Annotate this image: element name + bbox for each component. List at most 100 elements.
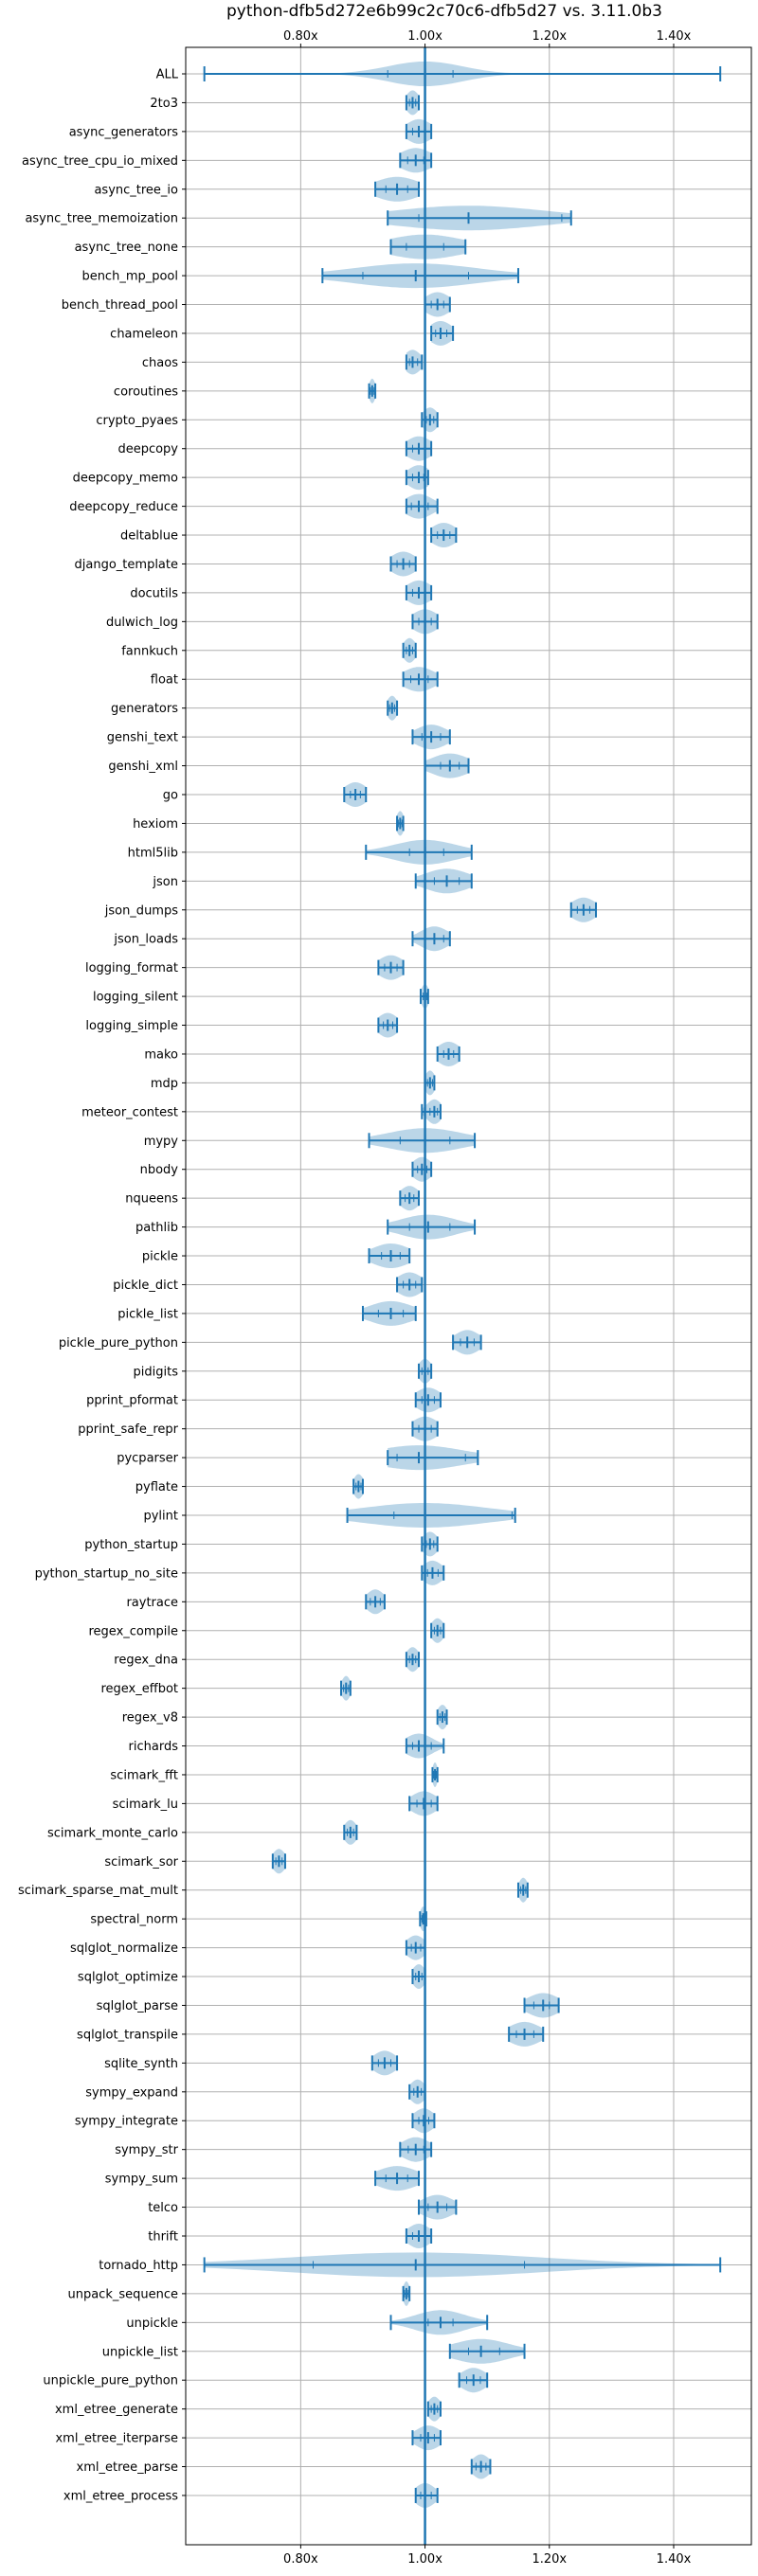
violin-bench_thread_pool <box>424 292 451 317</box>
violin-coroutines <box>368 378 377 403</box>
y-tick-label: async_tree_memoization <box>25 212 178 226</box>
y-tick-label: sqlglot_transpile <box>77 2028 178 2042</box>
violin-unpickle_list <box>448 2338 526 2364</box>
y-tick-label: xml_etree_generate <box>55 2403 178 2417</box>
violin-xml_etree_parse <box>470 2454 492 2479</box>
violin-nbody <box>411 1156 433 1182</box>
violin-async_tree_io <box>374 176 421 202</box>
y-tick-label: tornado_http <box>99 2259 178 2273</box>
y-tick-label: unpickle <box>126 2317 178 2331</box>
x-tick-label-bottom: 1.40x <box>657 2552 692 2567</box>
violin-xml_etree_generate <box>426 2396 442 2422</box>
plot-frame <box>185 46 752 2546</box>
y-tick-label: xml_etree_iterparse <box>55 2432 178 2446</box>
y-tick-label: scimark_monte_carlo <box>47 1826 178 1840</box>
y-tick-label: scimark_sparse_mat_mult <box>18 1884 178 1898</box>
violin-unpickle <box>389 2310 489 2335</box>
violin-scimark_fft <box>431 1762 439 1787</box>
y-tick-label: spectral_norm <box>90 1913 178 1927</box>
violin-scimark_lu <box>408 1791 439 1816</box>
y-tick-label: pycparser <box>117 1452 178 1466</box>
y-tick-label: fannkuch <box>121 644 178 658</box>
y-tick-label: bench_thread_pool <box>62 298 178 313</box>
chart-title: python-dfb5d272e6b99c2c70c6-dfb5d27 vs. … <box>226 2 662 21</box>
violin-nqueens <box>399 1186 421 1211</box>
y-tick-label: pickle <box>142 1250 178 1264</box>
violin-sympy_expand <box>408 2079 426 2104</box>
x-tick-labels-bottom: 0.80x 1.00x 1.20x 1.40x <box>283 2545 692 2567</box>
y-tick-label: python_startup <box>84 1538 178 1552</box>
y-tick-label: docutils <box>130 586 178 600</box>
x-tick-label-top: 1.40x <box>657 29 692 44</box>
y-tick-label: xml_etree_process <box>63 2489 178 2503</box>
y-tick-label: nbody <box>140 1163 179 1177</box>
grid-layer <box>186 47 751 2545</box>
violin-xml_etree_process <box>414 2483 439 2508</box>
y-tick-label: raytrace <box>126 1596 178 1610</box>
y-tick-label: sympy_sum <box>105 2173 178 2187</box>
y-tick-label: scimark_fft <box>110 1768 178 1782</box>
violin-logging_simple <box>377 1012 399 1038</box>
y-tick-label: 2to3 <box>150 97 178 111</box>
violin-layer <box>203 62 722 2508</box>
y-tick-label: scimark_sor <box>104 1855 178 1869</box>
violin-hexiom <box>396 811 405 836</box>
y-tick-label: sqlglot_optimize <box>78 1971 178 1985</box>
violin-tornado_http <box>203 2252 722 2278</box>
y-tick-label: xml_etree_parse <box>77 2460 178 2475</box>
y-tick-label: logging_simple <box>85 1019 178 1033</box>
violin-scimark_sparse_mat_mult <box>516 1877 529 1903</box>
y-tick-label: chameleon <box>110 327 178 341</box>
y-tick-label: unpack_sequence <box>67 2287 178 2301</box>
y-tick-label: bench_mp_pool <box>81 270 178 284</box>
y-tick-label: deepcopy_memo <box>73 472 178 486</box>
violin-sqlglot_normalize <box>405 1935 426 1960</box>
y-tick-label: genshi_text <box>107 731 178 745</box>
violin-bench_mp_pool <box>321 263 519 289</box>
violin-json_dumps <box>569 897 597 922</box>
y-tick-labels: ALL 2to3 async_generators async_tree_cpu_io… <box>18 68 186 2503</box>
y-tick-label: async_tree_none <box>75 241 178 255</box>
y-tick-label: sqlglot_normalize <box>70 1941 178 1956</box>
y-tick-label: sqlite_synth <box>104 2057 178 2071</box>
violin-regex_compile <box>430 1618 445 1643</box>
violin-pathlib <box>387 1214 477 1240</box>
violin-sympy_sum <box>374 2166 421 2191</box>
violin-unpickle_pure_python <box>458 2368 489 2393</box>
y-tick-label: regex_effbot <box>100 1682 178 1696</box>
y-tick-label: logging_silent <box>93 991 178 1005</box>
violin-pickle_list <box>361 1300 417 1326</box>
y-tick-label: meteor_contest <box>81 1105 178 1119</box>
violin-scimark_monte_carlo <box>343 1819 358 1845</box>
violin-mdp <box>424 1070 436 1096</box>
y-tick-label: sympy_str <box>115 2143 178 2157</box>
violin-raytrace <box>365 1589 386 1615</box>
x-tick-label-bottom: 0.80x <box>283 2552 318 2567</box>
violin-sqlglot_optimize <box>411 1964 426 1989</box>
y-tick-label: pprint_pformat <box>86 1394 178 1408</box>
x-tick-label-top: 1.20x <box>532 29 567 44</box>
y-tick-label: crypto_pyaes <box>96 414 178 428</box>
y-tick-label: mako <box>144 1047 178 1062</box>
y-tick-label: coroutines <box>114 385 178 399</box>
y-tick-label: nqueens <box>125 1192 178 1207</box>
y-tick-label: hexiom <box>133 817 178 832</box>
violin-async_tree_none <box>389 234 467 259</box>
y-tick-label: logging_format <box>85 961 178 975</box>
violin-fannkuch <box>402 637 417 663</box>
violin-sqlite_synth <box>370 2050 399 2076</box>
x-tick-label-bottom: 1.00x <box>407 2552 442 2567</box>
violin-pickle_pure_python <box>452 1330 482 1355</box>
violin-genshi_text <box>411 724 451 750</box>
y-tick-label: regex_compile <box>88 1624 178 1638</box>
y-tick-label: generators <box>111 702 178 716</box>
y-tick-label: json_loads <box>113 933 178 947</box>
violin-django_template <box>389 551 417 577</box>
y-tick-label: mdp <box>151 1077 178 1091</box>
violin-mypy <box>368 1128 477 1154</box>
violin-sqlglot_parse <box>523 1993 560 2018</box>
y-tick-label: pathlib <box>135 1221 178 1235</box>
violin-regex_v8 <box>436 1705 448 1730</box>
violin-pickle_dict <box>396 1272 424 1297</box>
